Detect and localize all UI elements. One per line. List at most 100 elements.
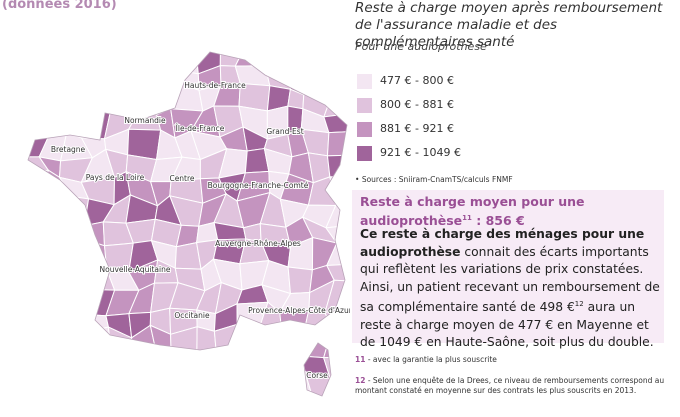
region-label: Bourgogne-Franche-Comté — [208, 181, 309, 190]
department — [46, 52, 68, 71]
legend-swatch — [357, 122, 372, 137]
department — [131, 65, 159, 88]
department — [37, 351, 73, 382]
department — [28, 52, 51, 73]
department — [86, 52, 109, 73]
department — [196, 326, 218, 359]
department — [154, 64, 178, 88]
department — [155, 371, 177, 396]
department — [37, 195, 73, 225]
department — [71, 331, 92, 360]
department — [264, 352, 289, 379]
department — [63, 68, 88, 97]
department — [279, 331, 305, 357]
region-label: Bretagne — [51, 145, 86, 154]
body-text: aura un reste à charge moyen de 477 € en… — [360, 300, 654, 350]
department — [64, 239, 94, 272]
department — [109, 348, 137, 378]
department — [59, 52, 90, 70]
department — [130, 52, 159, 69]
department — [62, 370, 91, 396]
department — [216, 354, 243, 381]
department — [326, 131, 347, 157]
region-label: Provence-Alpes-Côte d'Azur — [248, 306, 350, 315]
heading-text: Reste à charge moyen pour une audioproth… — [360, 194, 585, 229]
department — [190, 354, 221, 371]
legend-swatch — [357, 74, 372, 89]
department — [82, 369, 111, 394]
department — [37, 88, 65, 117]
region-label: Hauts-de-France — [184, 81, 246, 90]
subtitle: Pour une audioprothèse — [355, 40, 487, 53]
department — [303, 61, 336, 96]
region-label: Occitanie — [174, 311, 210, 320]
footnote: 12 - Selon une enquête de la Drees, ce n… — [355, 376, 665, 395]
department — [87, 326, 113, 360]
department — [41, 395, 72, 396]
legend-swatch — [357, 146, 372, 161]
department — [169, 367, 197, 396]
footnote-ref: 11 — [462, 214, 472, 222]
department — [37, 59, 68, 97]
region-label: Nouvelle-Aquitaine — [100, 265, 171, 274]
department — [287, 266, 314, 295]
department — [287, 88, 305, 110]
department — [106, 52, 138, 73]
department — [36, 264, 74, 286]
department — [82, 354, 113, 372]
department — [154, 345, 172, 379]
department — [348, 402, 350, 417]
department — [62, 113, 95, 139]
region-label: Grand-Est — [266, 127, 303, 136]
department — [28, 59, 49, 90]
department — [106, 369, 137, 396]
department — [333, 52, 347, 67]
department — [28, 351, 45, 382]
department — [28, 216, 52, 244]
department — [283, 394, 315, 396]
department — [329, 375, 347, 396]
source-text: Sources : Sniiram-CnamTS/calculs FNMF — [361, 175, 513, 184]
department — [28, 238, 49, 266]
department — [190, 367, 227, 392]
department — [257, 331, 283, 356]
footnote-ref: 12 — [574, 300, 584, 308]
department — [280, 52, 316, 66]
department — [28, 378, 43, 396]
department — [335, 390, 347, 396]
department — [39, 314, 74, 338]
department — [175, 389, 197, 396]
department — [84, 87, 117, 116]
department — [28, 82, 44, 113]
region-label: Corse — [306, 371, 328, 380]
department — [259, 374, 289, 396]
department — [155, 394, 182, 396]
department — [239, 391, 265, 396]
department — [28, 192, 52, 220]
legend-label: 921 € - 1049 € — [380, 146, 461, 159]
department — [36, 279, 68, 316]
department — [61, 195, 90, 227]
region-label: Centre — [169, 174, 194, 183]
region-label: Auvergne-Rhône-Alpes — [215, 239, 301, 248]
legend-label: 881 € - 921 € — [380, 122, 454, 135]
department — [348, 83, 350, 114]
department — [37, 378, 68, 396]
map: Hauts-de-France Normandie Île-de-France Gra… — [27, 51, 350, 417]
footnote-text: Selon une enquête de la Drees, ce niveau… — [355, 376, 665, 395]
source: • Sources : Sniiram-CnamTS/calculs FNMF — [355, 175, 513, 184]
footnote-number: 12 — [355, 376, 366, 385]
department — [28, 169, 50, 199]
footnote-text: avec la garantie la plus souscrite — [372, 355, 497, 364]
department — [259, 391, 288, 396]
department — [85, 68, 117, 96]
legend-label: 477 € - 800 € — [380, 74, 454, 87]
department — [323, 89, 347, 118]
title: Reste à charge moyen après remboursement… — [355, 0, 663, 50]
department — [348, 376, 350, 404]
departments — [28, 52, 350, 417]
department — [40, 218, 66, 245]
department — [220, 389, 249, 396]
body-text: connait des écarts importants qui reflèt… — [360, 244, 660, 315]
department — [28, 107, 50, 137]
